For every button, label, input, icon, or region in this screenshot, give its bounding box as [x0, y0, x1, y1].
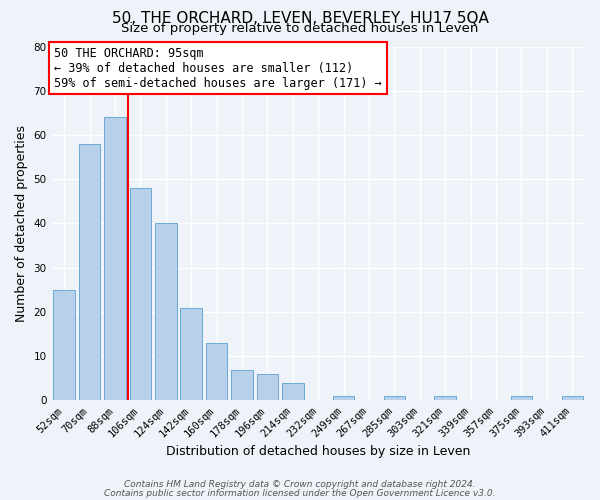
Text: 50, THE ORCHARD, LEVEN, BEVERLEY, HU17 5QA: 50, THE ORCHARD, LEVEN, BEVERLEY, HU17 5… [112, 11, 488, 26]
Bar [231, 370, 253, 400]
Bar [562, 396, 583, 400]
Bar [434, 396, 456, 400]
Bar [257, 374, 278, 400]
Y-axis label: Number of detached properties: Number of detached properties [15, 125, 28, 322]
Text: Contains HM Land Registry data © Crown copyright and database right 2024.: Contains HM Land Registry data © Crown c… [124, 480, 476, 489]
Bar [155, 224, 176, 400]
Bar [282, 383, 304, 400]
Bar [79, 144, 100, 401]
Bar [383, 396, 405, 400]
Bar [181, 308, 202, 400]
Text: Contains public sector information licensed under the Open Government Licence v3: Contains public sector information licen… [104, 488, 496, 498]
Bar [206, 343, 227, 400]
Text: Size of property relative to detached houses in Leven: Size of property relative to detached ho… [121, 22, 479, 35]
Bar [104, 118, 126, 401]
Bar [333, 396, 355, 400]
Text: 50 THE ORCHARD: 95sqm
← 39% of detached houses are smaller (112)
59% of semi-det: 50 THE ORCHARD: 95sqm ← 39% of detached … [54, 46, 382, 90]
Bar [511, 396, 532, 400]
Bar [53, 290, 75, 401]
Bar [130, 188, 151, 400]
X-axis label: Distribution of detached houses by size in Leven: Distribution of detached houses by size … [166, 444, 470, 458]
